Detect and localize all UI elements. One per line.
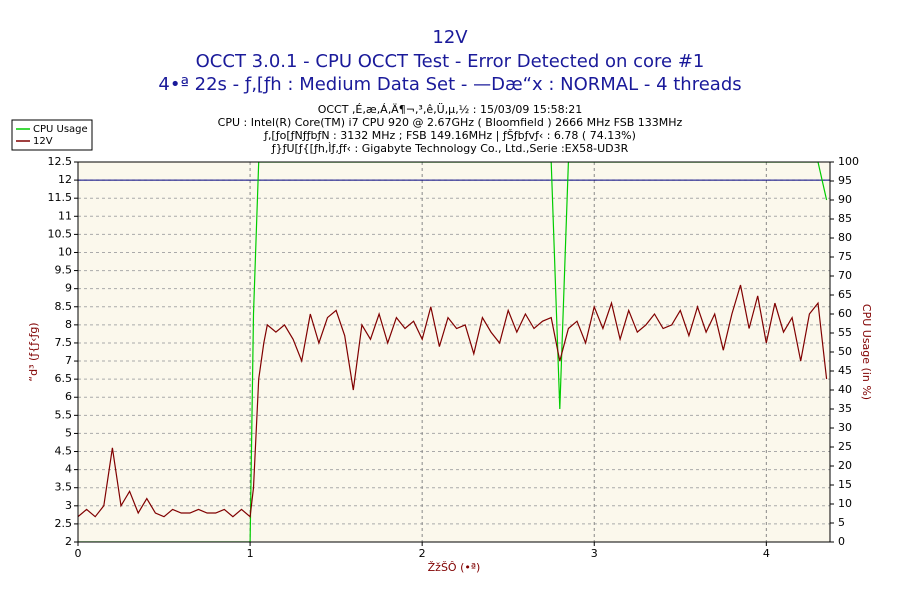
y-tick-label: 4.5 [55, 445, 73, 458]
y2-tick-label: 15 [838, 478, 852, 491]
y2-tick-label: 100 [838, 155, 859, 168]
y-tick-label: 7.5 [55, 336, 73, 349]
y-tick-label: 9 [65, 282, 72, 295]
x-tick-label: 2 [419, 547, 426, 560]
y-tick-label: 10.5 [48, 227, 73, 240]
y2-tick-label: 50 [838, 345, 852, 358]
y2-tick-label: 25 [838, 440, 852, 453]
subtitle: 4•ª 22s - ƒ‚[ƒh : Medium Data Set - —Dæ“… [158, 74, 741, 95]
y2-tick-label: 55 [838, 326, 852, 339]
y2-axis-label: CPU Usage (in %) [860, 304, 873, 400]
y-tick-label: 5 [65, 426, 72, 439]
y2-tick-label: 65 [838, 288, 852, 301]
y2-tick-label: 70 [838, 269, 852, 282]
y2-tick-label: 0 [838, 535, 845, 548]
y-tick-label: 3.5 [55, 481, 73, 494]
y-tick-label: 6.5 [55, 372, 73, 385]
y2-tick-label: 75 [838, 250, 852, 263]
y-tick-label: 8.5 [55, 300, 73, 313]
y2-tick-label: 80 [838, 231, 852, 244]
y2-tick-label: 40 [838, 383, 852, 396]
y2-tick-label: 95 [838, 174, 852, 187]
y2-tick-label: 10 [838, 497, 852, 510]
y2-tick-label: 85 [838, 212, 852, 225]
y-tick-label: 6 [65, 390, 72, 403]
y2-tick-label: 35 [838, 402, 852, 415]
legend-label: CPU Usage [33, 124, 88, 135]
x-axis-label: ŽžŠÔ (•ª) [428, 561, 481, 574]
y-tick-label: 12.5 [48, 155, 73, 168]
x-tick-label: 1 [247, 547, 254, 560]
y2-tick-label: 5 [838, 516, 845, 529]
legend-box [11, 119, 93, 151]
x-tick-label: 0 [75, 547, 82, 560]
chart-title: 12V [432, 27, 468, 48]
y-axis-label: “d³ (ƒ{ƒ‹ƒg) [27, 322, 40, 381]
y-tick-label: 4 [65, 463, 72, 476]
y-tick-label: 3 [65, 499, 72, 512]
y2-tick-label: 45 [838, 364, 852, 377]
plot-frame [77, 161, 831, 543]
y-tick-label: 7 [65, 354, 72, 367]
y2-tick-label: 30 [838, 421, 852, 434]
y2-tick-label: 60 [838, 307, 852, 320]
y2-tick-label: 20 [838, 459, 852, 472]
y2-tick-label: 90 [838, 193, 852, 206]
info: OCCT ‚É‚æ‚Á‚Ä¶¬‚³‚ê‚Ü‚µ‚½ : 15/03/09 15:… [318, 103, 583, 116]
y-tick-label: 11.5 [48, 191, 73, 204]
legend-label: 12V [33, 136, 53, 147]
y-tick-label: 9.5 [55, 264, 73, 277]
subtitle: OCCT 3.0.1 - CPU OCCT Test - Error Detec… [196, 51, 705, 72]
x-tick-label: 4 [763, 547, 770, 560]
y-tick-label: 2.5 [55, 517, 73, 530]
y-tick-label: 2 [65, 535, 72, 548]
y-tick-label: 8 [65, 318, 72, 331]
series-line [78, 284, 828, 518]
plot-area [78, 162, 830, 542]
info: CPU : Intel(R) Core(TM) i7 CPU 920 @ 2.6… [218, 116, 683, 129]
info: ƒ‚[ƒo[ƒNƒƒbƒN : 3132 MHz ; FSB 149.16MHz… [263, 129, 636, 142]
x-tick-label: 3 [591, 547, 598, 560]
y-tick-label: 11 [58, 209, 72, 222]
y-tick-label: 5.5 [55, 408, 73, 421]
y-tick-label: 12 [58, 173, 72, 186]
y-tick-label: 10 [58, 245, 72, 258]
info: ƒ}ƒU[ƒ{[ƒh‚Ìƒ‚ƒf‹ : Gigabyte Technology … [271, 142, 629, 155]
